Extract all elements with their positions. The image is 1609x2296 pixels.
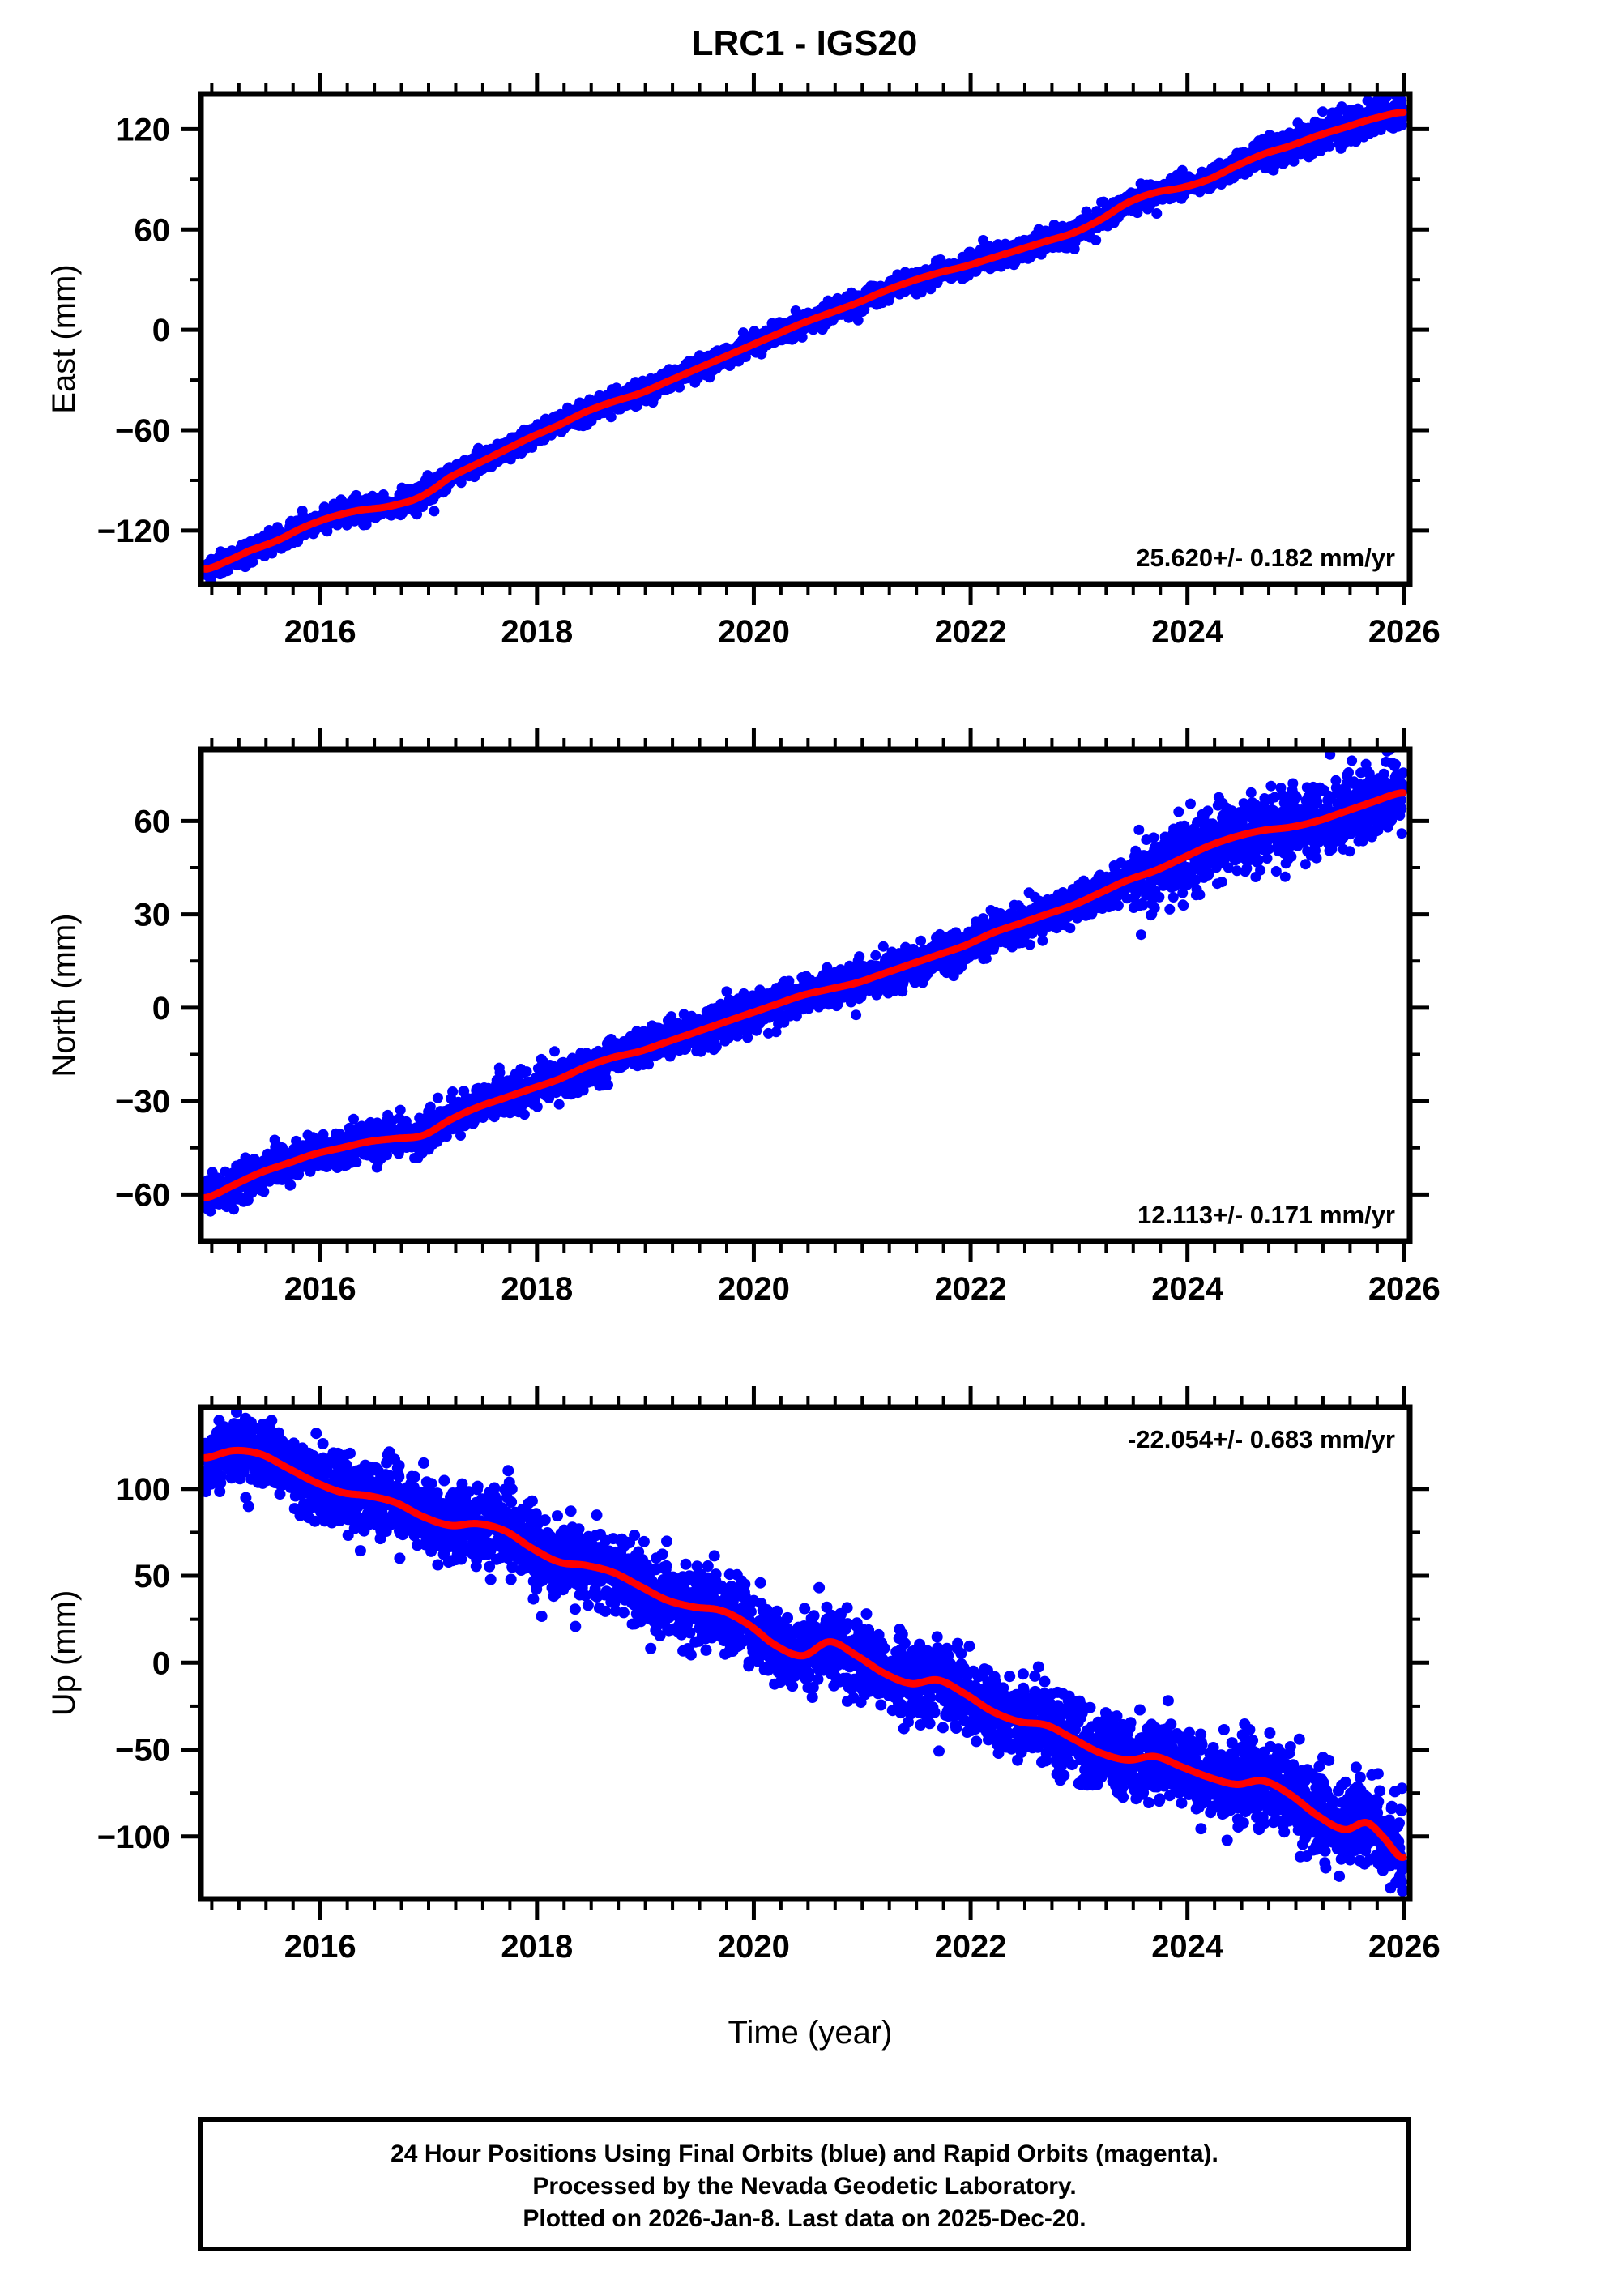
x-tick-label: 2024 [1151,614,1224,650]
y-axis-ticks-north [181,818,1429,1197]
chart-panel-east: 2016 2018 2020 2022 2024 2026 120 60 0 −60 −120 Eas… [46,73,1440,650]
x-tick-label: 2020 [718,1271,790,1307]
y-tick-label: 100 [116,1472,170,1508]
x-tick-label: 2018 [501,1929,573,1965]
x-tick-label: 2026 [1368,614,1440,650]
x-tick-label: 2018 [501,614,573,650]
page-title: LRC1 - IGS20 [692,23,918,63]
y-axis-title-east: East (mm) [46,264,82,413]
x-axis-ticks-north [210,728,1406,1262]
x-tick-label: 2026 [1368,1271,1440,1307]
footer-line-3: Plotted on 2026-Jan-8. Last data on 2025… [523,2205,1086,2232]
rate-annotation-up: -22.054+/- 0.683 mm/yr [1128,1425,1395,1453]
x-tick-label: 2024 [1151,1271,1224,1307]
x-tick-label: 2020 [718,614,790,650]
x-tick-label: 2022 [935,614,1007,650]
plot-frame-north [198,746,1413,1244]
y-tick-label: 0 [152,313,170,348]
x-tick-label: 2022 [935,1929,1007,1965]
footer-line-1: 24 Hour Positions Using Final Orbits (bl… [391,2140,1218,2167]
x-tick-label: 2022 [935,1271,1007,1307]
chart-panel-north: 2016 2018 2020 2022 2024 2026 60 30 0 −30 −60 North… [46,728,1440,1307]
y-tick-label: 0 [152,991,170,1026]
y-tick-label: −100 [97,1820,170,1855]
trend-line-north [201,789,1407,1201]
y-tick-label: 60 [134,804,171,839]
y-tick-label: −60 [115,413,170,449]
plot-frame-up [198,1404,1413,1902]
rate-annotation-east: 25.620+/- 0.182 mm/yr [1136,544,1395,572]
panel-group: 2016 2018 2020 2022 2024 2026 120 60 0 −60 −120 Eas… [46,73,1440,1965]
y-tick-label: −120 [97,514,170,549]
x-tick-label: 2018 [501,1271,573,1307]
footer-box [198,2117,1411,2251]
y-tick-label: 0 [152,1645,170,1681]
y-tick-label: −60 [115,1177,170,1213]
x-axis-title: Time (year) [728,2015,893,2051]
y-tick-label: 30 [134,898,171,933]
y-tick-label: −50 [115,1733,170,1769]
x-tick-label: 2016 [284,1271,356,1307]
rate-annotation-north: 12.113+/- 0.171 mm/yr [1137,1201,1395,1229]
y-axis-ticks-up [181,1487,1429,1839]
x-tick-label: 2026 [1368,1929,1440,1965]
x-axis-ticks-up [210,1386,1406,1920]
x-axis-ticks-east [210,73,1406,605]
plot-frame-east [198,91,1413,587]
y-tick-label: 120 [116,112,170,147]
x-tick-label: 2016 [284,614,356,650]
x-tick-label: 2016 [284,1929,356,1965]
y-tick-label: 60 [134,212,171,248]
footer-line-2: Processed by the Nevada Geodetic Laborat… [532,2173,1076,2200]
x-tick-label: 2020 [718,1929,790,1965]
y-axis-ticks-east [181,126,1429,533]
y-axis-title-north: North (mm) [46,913,82,1077]
trend-line-east [201,109,1407,573]
y-axis-title-up: Up (mm) [46,1590,82,1717]
y-tick-label: 50 [134,1559,171,1594]
trend-line-up [201,1446,1407,1861]
x-tick-label: 2024 [1151,1929,1224,1965]
chart-panel-up: 2016 2018 2020 2022 2024 2026 100 50 0 −50 −100 Up … [46,1386,1440,1965]
y-tick-label: −30 [115,1084,170,1120]
